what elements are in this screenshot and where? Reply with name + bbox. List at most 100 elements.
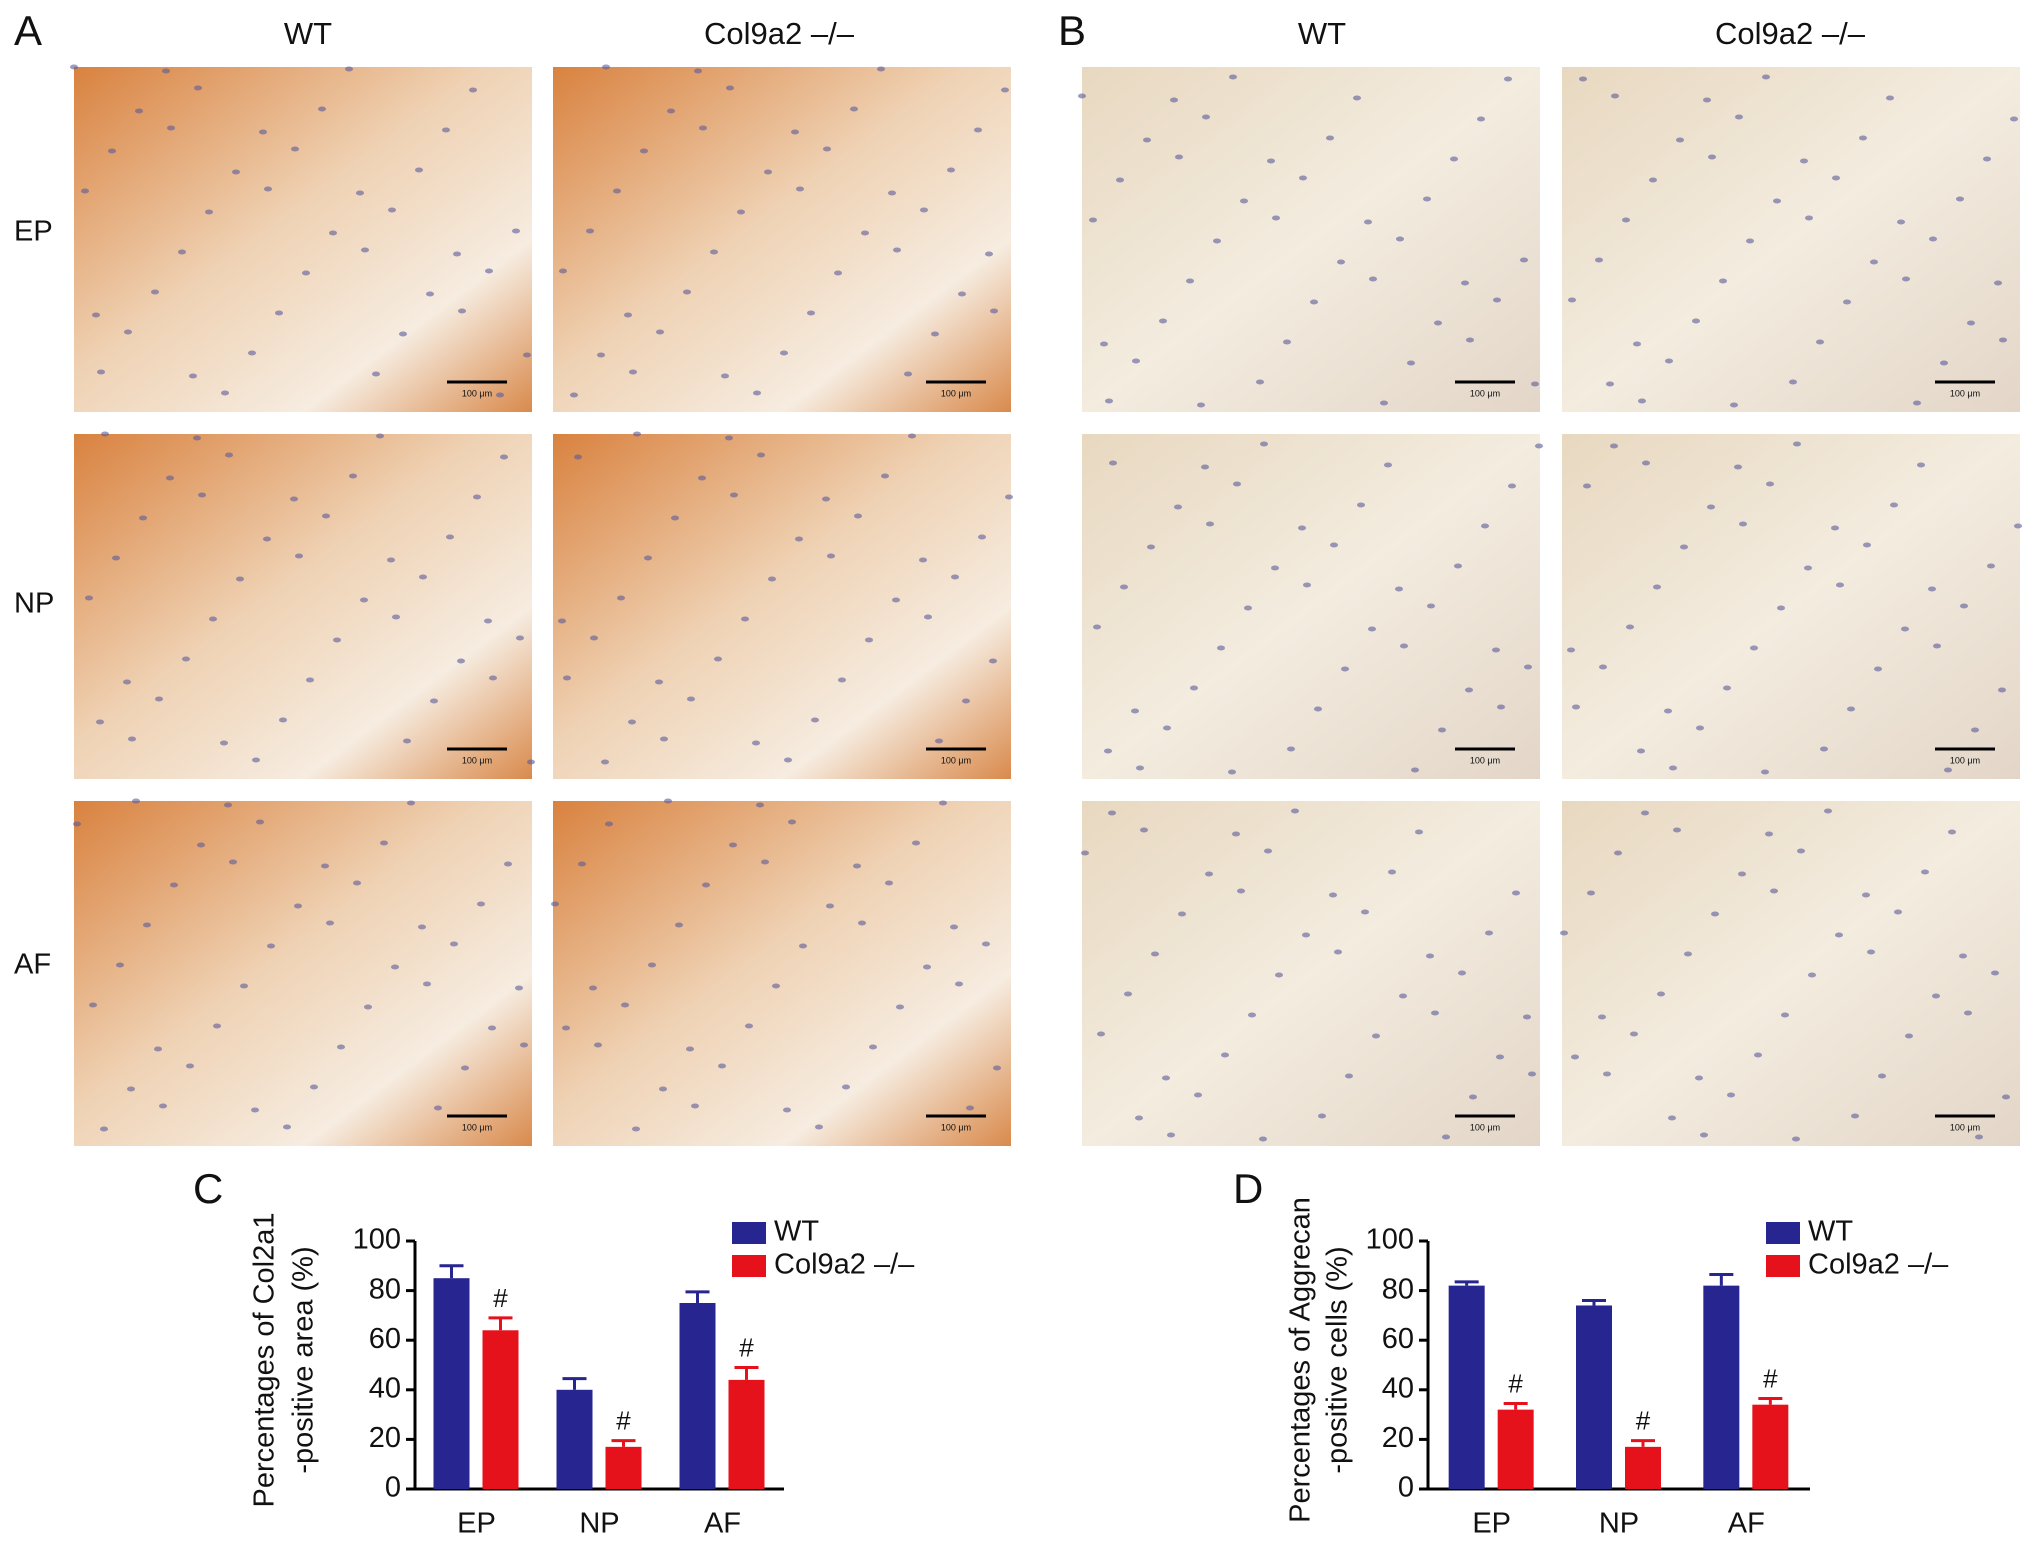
cell-nucleus	[1497, 704, 1505, 710]
scale-bar-label: 100 μm	[941, 1122, 971, 1132]
cell-nucleus	[783, 1107, 791, 1113]
cell-nucleus	[648, 962, 656, 968]
cell-nucleus	[1380, 400, 1388, 406]
cell-nucleus	[633, 431, 641, 437]
cell-nucleus	[361, 247, 369, 253]
cell-nucleus	[407, 800, 415, 806]
micrograph	[74, 434, 532, 779]
cell-nucleus	[392, 614, 400, 620]
cell-nucleus	[96, 719, 104, 725]
cell-nucleus	[372, 371, 380, 377]
cell-nucleus	[364, 1004, 372, 1010]
cell-nucleus	[1641, 810, 1649, 816]
cell-nucleus	[1901, 626, 1909, 632]
significance-marker: #	[1763, 1363, 1778, 1393]
cell-nucleus	[1186, 278, 1194, 284]
significance-marker: #	[616, 1406, 631, 1436]
cell-nucleus	[162, 68, 170, 74]
cell-nucleus	[1971, 727, 1979, 733]
cell-nucleus	[123, 679, 131, 685]
cell-nucleus	[1298, 525, 1306, 531]
x-tick-label: AF	[704, 1508, 741, 1540]
cell-nucleus	[958, 291, 966, 297]
cell-nucleus	[659, 1086, 667, 1092]
legend-label: WT	[1808, 1216, 1853, 1248]
cell-nucleus	[1987, 563, 1995, 569]
cell-nucleus	[1372, 1033, 1380, 1039]
cell-nucleus	[1272, 215, 1280, 221]
cell-nucleus	[904, 371, 912, 377]
cell-nucleus	[1653, 584, 1661, 590]
cell-nucleus	[1143, 137, 1151, 143]
cell-nucleus	[92, 312, 100, 318]
cell-nucleus	[1523, 1014, 1531, 1020]
cell-nucleus	[931, 331, 939, 337]
cell-nucleus	[1260, 441, 1268, 447]
cell-nucleus	[1341, 666, 1349, 672]
cell-nucleus	[559, 268, 567, 274]
cell-nucleus	[337, 1044, 345, 1050]
cell-nucleus	[888, 190, 896, 196]
cell-nucleus	[896, 1004, 904, 1010]
cell-nucleus	[1567, 647, 1575, 653]
cell-nucleus	[326, 920, 334, 926]
cell-nucleus	[329, 230, 337, 236]
cell-nucleus	[1777, 605, 1785, 611]
cell-nucleus	[1739, 521, 1747, 527]
cell-nucleus	[664, 798, 672, 804]
cell-nucleus	[1637, 748, 1645, 754]
cell-nucleus	[484, 618, 492, 624]
cell-nucleus	[1917, 462, 1925, 468]
cell-nucleus	[1673, 827, 1681, 833]
row-label: AF	[14, 949, 51, 981]
cell-nucleus	[1692, 318, 1700, 324]
cell-nucleus	[908, 433, 916, 439]
cell-nucleus	[597, 352, 605, 358]
micrograph	[1562, 67, 2020, 412]
cell-nucleus	[993, 1065, 1001, 1071]
cell-nucleus	[702, 882, 710, 888]
cell-nucleus	[1400, 643, 1408, 649]
cell-nucleus	[924, 614, 932, 620]
cell-nucleus	[1001, 87, 1009, 93]
cell-nucleus	[240, 983, 248, 989]
bar	[1576, 1305, 1612, 1489]
cell-nucleus	[1120, 584, 1128, 590]
scale-bar-label: 100 μm	[941, 388, 971, 398]
cell-nucleus	[1078, 93, 1086, 99]
cell-nucleus	[259, 129, 267, 135]
cell-nucleus	[1630, 1031, 1638, 1037]
cell-nucleus	[694, 68, 702, 74]
cell-nucleus	[225, 452, 233, 458]
cell-nucleus	[563, 675, 571, 681]
cell-nucleus	[718, 1063, 726, 1069]
cell-nucleus	[935, 738, 943, 744]
cell-nucleus	[1136, 765, 1144, 771]
bar	[1497, 1409, 1534, 1489]
cell-nucleus	[745, 1023, 753, 1029]
cell-nucleus	[1175, 154, 1183, 160]
panel-label: B	[1058, 7, 1086, 54]
cell-nucleus	[605, 821, 613, 827]
panel-label: D	[1233, 1165, 1263, 1212]
cell-nucleus	[1093, 624, 1101, 630]
cell-nucleus	[1770, 888, 1778, 894]
cell-nucleus	[551, 901, 559, 907]
cell-nucleus	[853, 863, 861, 869]
cell-nucleus	[220, 740, 228, 746]
cell-nucleus	[1836, 582, 1844, 588]
cell-nucleus	[1205, 871, 1213, 877]
cell-nucleus	[112, 555, 120, 561]
cell-nucleus	[403, 738, 411, 744]
cell-nucleus	[1944, 767, 1952, 773]
cell-nucleus	[1754, 1052, 1762, 1058]
legend-label: Col9a2 –/–	[774, 1249, 915, 1281]
cell-nucleus	[89, 1002, 97, 1008]
cell-nucleus	[458, 308, 466, 314]
significance-marker: #	[493, 1283, 508, 1313]
cell-nucleus	[892, 597, 900, 603]
y-axis-label: Percentages of Aggrecan	[1285, 1197, 1317, 1523]
cell-nucleus	[349, 473, 357, 479]
cell-nucleus	[1496, 1054, 1504, 1060]
cell-nucleus	[1664, 708, 1672, 714]
